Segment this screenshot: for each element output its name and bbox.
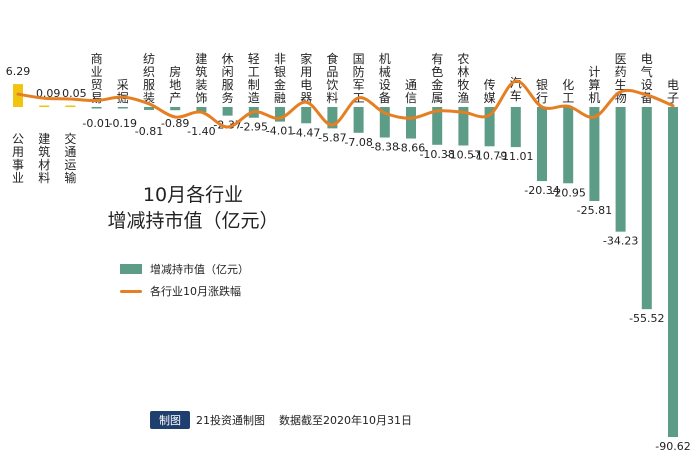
category-label: 计算机 [588,65,600,105]
value-label: -8.38 [371,141,399,154]
category-label: 国防军工 [353,52,365,105]
bar [196,107,207,113]
chart-title: 10月各行业 增减持市值（亿元） [78,182,308,234]
chart-title-line-1: 10月各行业 [142,184,244,206]
legend-item-bar: 增减持市值（亿元） [120,258,249,280]
category-label: 建筑装饰 [195,52,207,105]
legend-item-line: 各行业10月涨跌幅 [120,280,249,302]
category-label: 休闲服务 [222,52,234,105]
value-label: -0.81 [135,125,163,138]
value-label: -10.38 [419,148,454,161]
bar [668,107,678,437]
bar [65,105,76,107]
value-label: -34.23 [603,235,638,248]
category-label: 银行 [536,78,548,105]
bar [222,107,233,116]
category-label: 食品饮料 [326,51,338,105]
bar [432,107,443,145]
chart-legend: 增减持市值（亿元） 各行业10月涨跌幅 [120,258,249,302]
category-label: 纺织服装 [143,52,155,105]
value-label: -1.40 [187,125,215,138]
category-label: 房地产 [169,64,181,105]
value-label: -20.95 [550,186,585,199]
category-label: 交通运输 [64,131,76,185]
value-label: -25.81 [577,204,612,217]
source-text: 21投资通制图 [196,414,265,427]
bar [510,107,521,148]
legend-line-swatch [120,289,142,293]
value-label: -4.47 [292,126,320,139]
value-label: 6.29 [6,65,31,78]
bar [301,107,312,124]
value-label: 0.05 [62,87,87,100]
category-label: 电子 [667,78,679,105]
bar [484,107,495,147]
bar [537,107,547,182]
category-label: 建筑材料 [38,132,50,185]
bar [39,105,50,107]
value-label: -4.01 [266,125,294,138]
category-label: 公用事业 [12,132,24,185]
bar [91,107,102,109]
series-line [16,79,675,129]
category-label: 有色金属 [431,52,443,105]
category-label: 化工 [562,78,574,105]
value-label: -11.01 [498,150,533,163]
bar [379,107,390,138]
bar [641,107,652,310]
category-label: 家用电器 [300,51,312,105]
bar [615,107,626,232]
category-label: 采掘 [117,78,129,105]
value-label: -55.52 [629,312,664,325]
bar [589,107,600,201]
category-label: 通信 [405,78,417,105]
bar [406,107,416,139]
bar [458,107,469,146]
category-label: 非银金融 [274,52,286,105]
value-label: -7.08 [344,136,372,149]
value-label: -0.01 [82,117,110,130]
value-label: -2.95 [240,121,268,134]
value-label: -5.87 [318,131,346,144]
legend-line-label: 各行业10月涨跌幅 [150,285,241,298]
bar [170,107,181,111]
value-label: -0.19 [109,117,137,130]
svg-text:制图: 制图 [159,414,181,427]
publisher-logo: 制图 [150,411,190,429]
category-label: 商业贸易 [91,51,103,105]
bar [117,107,128,109]
legend-bar-swatch [120,264,142,274]
chart-title-line-2: 增减持市值（亿元） [107,210,279,232]
bar [275,107,285,122]
value-label: -0.89 [161,117,189,130]
legend-bar-label: 增减持市值（亿元） [150,263,249,276]
value-label: -20.34 [524,184,559,197]
bar [327,107,338,129]
category-label: 轻工制造 [248,52,260,105]
bar [563,107,574,184]
chart-footer: 制图 21投资通制图 数据截至2020年10月31日 [150,411,412,429]
category-label: 医药生物 [615,52,627,105]
category-label: 传媒 [484,77,496,105]
value-label: -10.57 [446,148,481,161]
date-note: 数据截至2020年10月31日 [279,414,412,427]
category-label: 机械设备 [379,52,391,105]
value-label: -10.79 [472,149,507,162]
bar [353,107,364,133]
value-label: -2.37 [213,119,241,132]
value-label: -8.66 [397,142,425,155]
category-label: 农林牧渔 [457,52,469,105]
value-label: -90.62 [655,440,690,453]
bar [144,107,154,110]
category-label: 汽车 [510,75,522,103]
